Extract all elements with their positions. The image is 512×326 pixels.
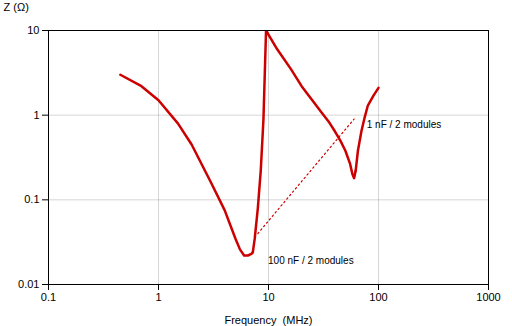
svg-text:1 nF / 2 modules: 1 nF / 2 modules [367,119,441,130]
svg-text:0.1: 0.1 [41,291,56,303]
svg-text:0.1: 0.1 [24,193,39,205]
svg-text:100 nF / 2 modules: 100 nF / 2 modules [268,255,354,266]
svg-text:1: 1 [33,109,39,121]
svg-text:10: 10 [27,24,39,36]
svg-text:100: 100 [369,291,387,303]
svg-text:Frequency (MHz): Frequency (MHz) [224,314,312,326]
svg-text:10: 10 [262,291,274,303]
svg-text:1: 1 [155,291,161,303]
svg-text:1000: 1000 [476,291,500,303]
svg-text:Z (Ω): Z (Ω) [4,1,29,13]
svg-text:0.01: 0.01 [18,278,39,290]
